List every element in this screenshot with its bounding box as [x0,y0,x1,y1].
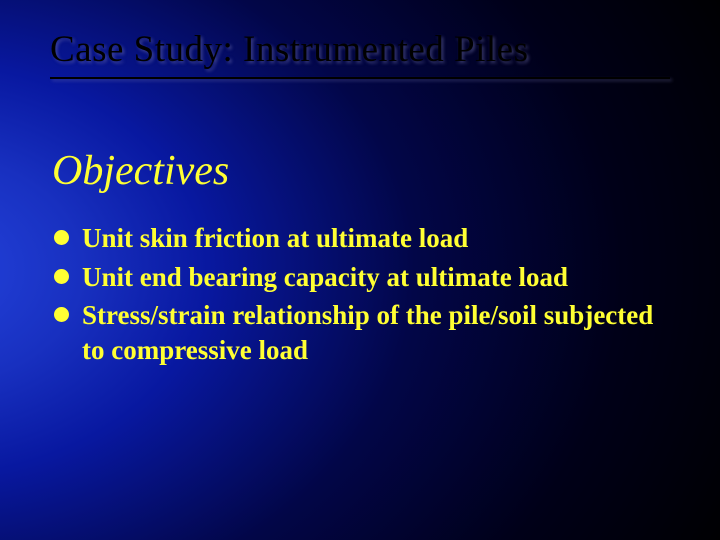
title-underline [50,77,670,79]
slide-title: Case Study: Instrumented Piles [50,28,670,71]
bullet-item: Stress/strain relationship of the pile/s… [54,298,670,367]
slide: Case Study: Instrumented Piles Objective… [0,0,720,540]
slide-subtitle: Objectives [52,147,670,195]
bullet-text: Stress/strain relationship of the pile/s… [82,300,653,365]
bullet-item: Unit skin friction at ultimate load [54,221,670,256]
bullet-text: Unit skin friction at ultimate load [82,223,468,253]
bullet-item: Unit end bearing capacity at ultimate lo… [54,260,670,295]
bullet-list: Unit skin friction at ultimate load Unit… [54,221,670,367]
bullet-text: Unit end bearing capacity at ultimate lo… [82,262,568,292]
